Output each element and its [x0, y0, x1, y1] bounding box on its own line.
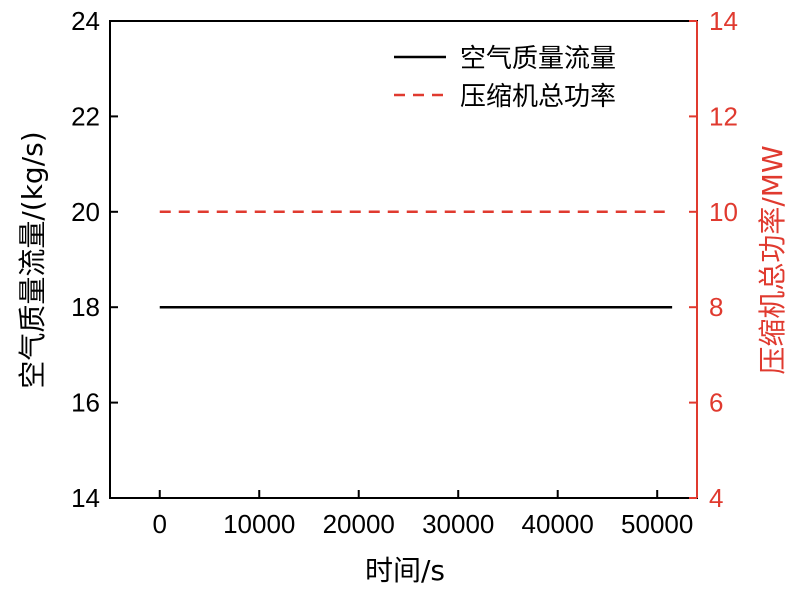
series-layer — [159, 210, 673, 309]
left-y-tick-label: 24 — [71, 6, 100, 36]
right-axis-title: 压缩机总功率/MW — [756, 145, 789, 374]
legend: 空气质量流量 压缩机总功率 — [394, 44, 616, 112]
right-y-tick-label: 12 — [709, 101, 738, 131]
right-y-tick-label: 4 — [709, 483, 723, 513]
left-y-tick-label: 18 — [71, 292, 100, 322]
x-tick-label: 40000 — [522, 509, 594, 539]
x-tick-label: 50000 — [621, 509, 693, 539]
x-tick-label: 0 — [153, 509, 167, 539]
right-axis-ticks: 4 6 8 10 12 14 — [689, 6, 738, 513]
right-y-tick-label: 6 — [709, 388, 723, 418]
left-y-tick-label: 16 — [71, 388, 100, 418]
right-y-tick-label: 8 — [709, 292, 723, 322]
legend-label-compressor-power: 压缩机总功率 — [460, 82, 616, 112]
left-axis-ticks: 14 16 18 20 22 24 — [71, 6, 118, 513]
x-axis-ticks: 0 10000 20000 30000 40000 50000 — [153, 490, 693, 539]
left-y-tick-label: 20 — [71, 197, 100, 227]
legend-label-air-mass-flow: 空气质量流量 — [460, 44, 616, 74]
x-axis-title: 时间/s — [365, 554, 445, 587]
x-tick-label: 30000 — [422, 509, 494, 539]
left-y-tick-label: 22 — [71, 101, 100, 131]
right-y-tick-label: 10 — [709, 197, 738, 227]
x-tick-label: 20000 — [323, 509, 395, 539]
left-y-tick-label: 14 — [71, 483, 100, 513]
x-tick-label: 10000 — [223, 509, 295, 539]
right-y-tick-label: 14 — [709, 6, 738, 36]
left-axis-title: 空气质量流量/(kg/s) — [16, 131, 49, 388]
